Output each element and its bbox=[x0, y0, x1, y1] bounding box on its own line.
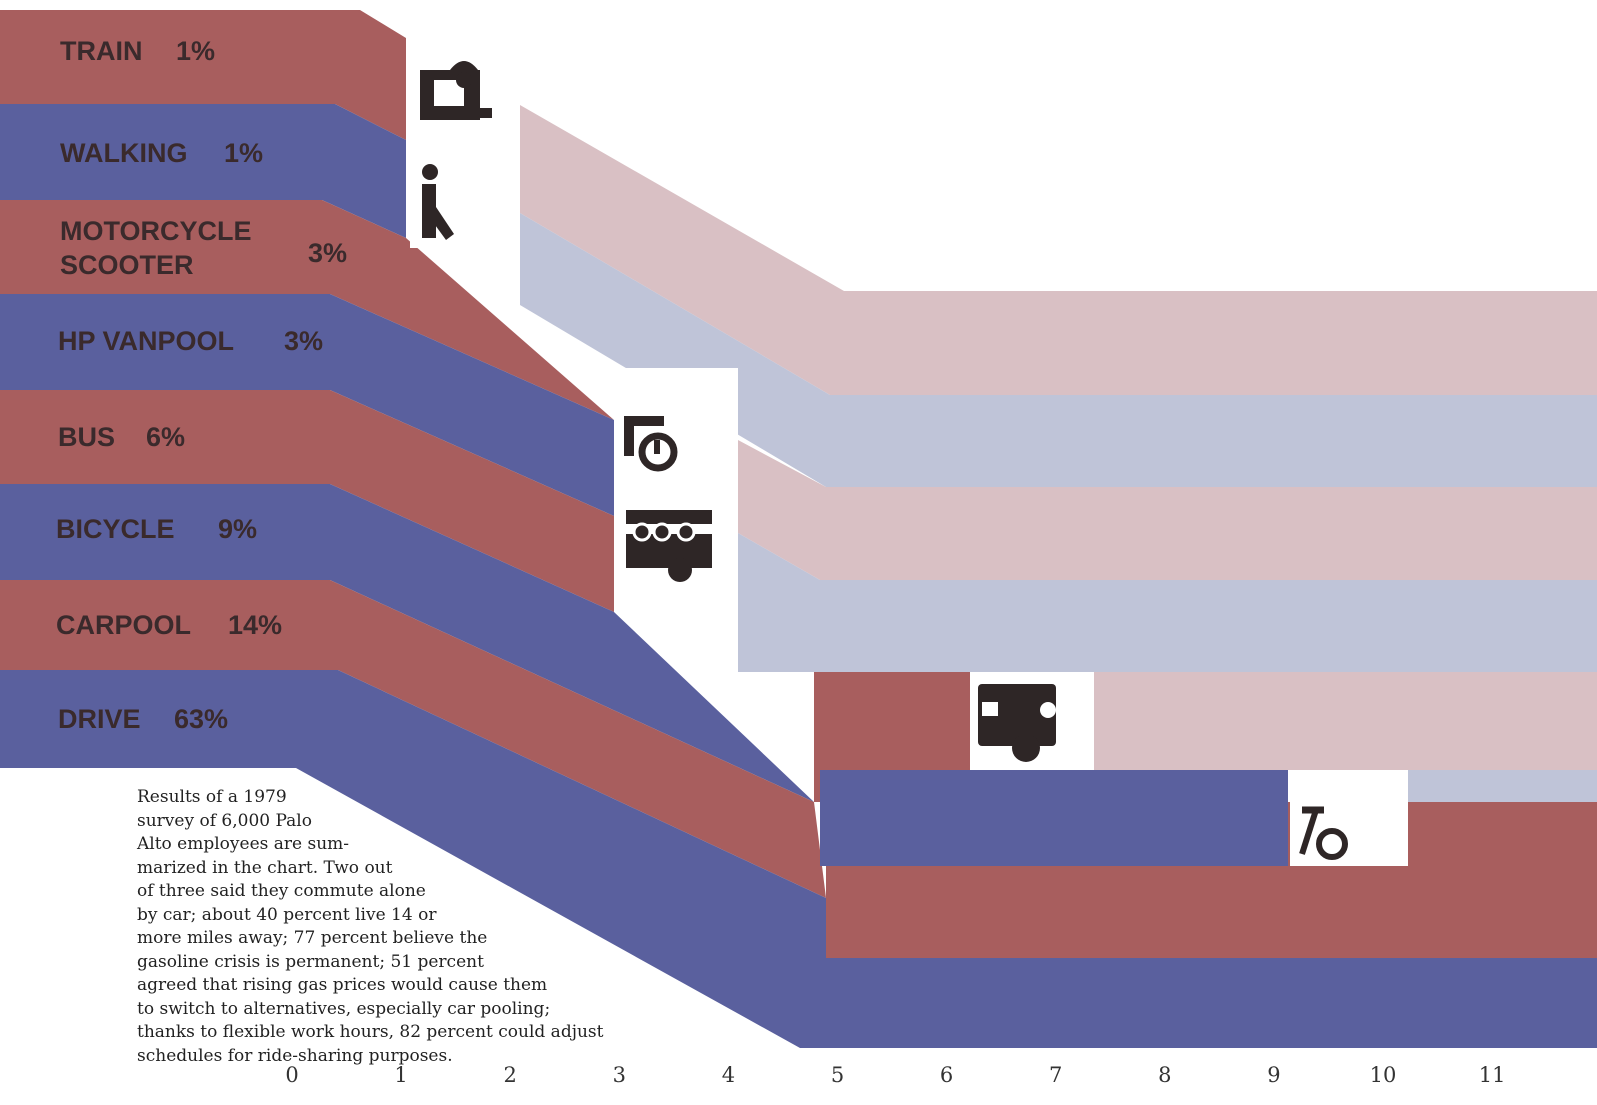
faded-band-1 bbox=[520, 213, 1597, 487]
walking-person-icon bbox=[422, 164, 454, 240]
band-train bbox=[0, 10, 406, 140]
carpool-icon bbox=[978, 684, 1056, 762]
faded-band-4 bbox=[1094, 672, 1597, 770]
band-motorcycle bbox=[0, 200, 614, 420]
train-icon bbox=[420, 61, 492, 120]
motorcycle-icon bbox=[624, 416, 678, 472]
x-tick-label: 10 bbox=[1370, 1063, 1397, 1087]
x-tick-label: 11 bbox=[1479, 1063, 1506, 1087]
band-mode-label: DRIVE bbox=[58, 704, 141, 734]
faded-band-2 bbox=[738, 440, 1597, 580]
car-icon bbox=[1299, 806, 1348, 860]
band-percent-label: 6% bbox=[146, 422, 185, 452]
band-percent-label: 14% bbox=[228, 610, 282, 640]
faded-band-3 bbox=[738, 533, 1597, 672]
band-bus bbox=[0, 390, 614, 612]
band-percent-label: 9% bbox=[218, 514, 257, 544]
bus-icon bbox=[626, 510, 712, 582]
band-walking bbox=[0, 104, 406, 238]
x-tick-label: 7 bbox=[1049, 1063, 1062, 1087]
band-labels: TRAIN 1% WALKING 1% MOTORCYCLE SCOOTER 3% HP VA… bbox=[56, 36, 347, 734]
x-tick-label: 4 bbox=[722, 1063, 735, 1087]
band-carpool-tail bbox=[826, 866, 1597, 958]
band-bicycle bbox=[0, 484, 814, 802]
band-percent-label: 1% bbox=[176, 36, 215, 66]
band-mode-label: CARPOOL bbox=[56, 610, 191, 640]
x-tick-label: 2 bbox=[504, 1063, 517, 1087]
band-hp-vanpool bbox=[0, 294, 614, 516]
x-tick-label: 9 bbox=[1267, 1063, 1280, 1087]
band-percent-label: 3% bbox=[308, 238, 347, 268]
x-tick-label: 6 bbox=[940, 1063, 953, 1087]
x-axis-ticks: 0 1 2 3 4 5 6 7 8 9 10 11 bbox=[285, 1063, 1505, 1087]
band-percent-label: 1% bbox=[224, 138, 263, 168]
band-percent-label: 3% bbox=[284, 326, 323, 356]
band-mode-label: SCOOTER bbox=[60, 250, 194, 280]
band-mode-label: BUS bbox=[58, 422, 115, 452]
band-mode-label: HP VANPOOL bbox=[58, 326, 234, 356]
icon-box bbox=[616, 368, 738, 460]
x-tick-label: 0 bbox=[285, 1063, 298, 1087]
band-mode-label: TRAIN bbox=[60, 36, 143, 66]
band-drive bbox=[0, 670, 1597, 1048]
band-mode-label: WALKING bbox=[60, 138, 188, 168]
band-carpool bbox=[0, 580, 826, 898]
commute-bands bbox=[0, 10, 1597, 1048]
x-tick-label: 3 bbox=[613, 1063, 626, 1087]
icon-box bbox=[1290, 770, 1408, 866]
x-tick-label: 8 bbox=[1158, 1063, 1171, 1087]
x-tick-label: 5 bbox=[831, 1063, 844, 1087]
mode-icons bbox=[420, 61, 1348, 860]
band-drive-mid bbox=[820, 770, 1288, 866]
band-drive-tail bbox=[826, 958, 1597, 1048]
band-percent-label: 63% bbox=[174, 704, 228, 734]
band-mode-label: BICYCLE bbox=[56, 514, 175, 544]
band-mode-label: MOTORCYCLE bbox=[60, 216, 252, 246]
faded-band-0 bbox=[520, 105, 1597, 395]
x-tick-label: 1 bbox=[394, 1063, 407, 1087]
survey-caption: Results of a 1979 survey of 6,000 Palo A… bbox=[137, 787, 604, 1066]
